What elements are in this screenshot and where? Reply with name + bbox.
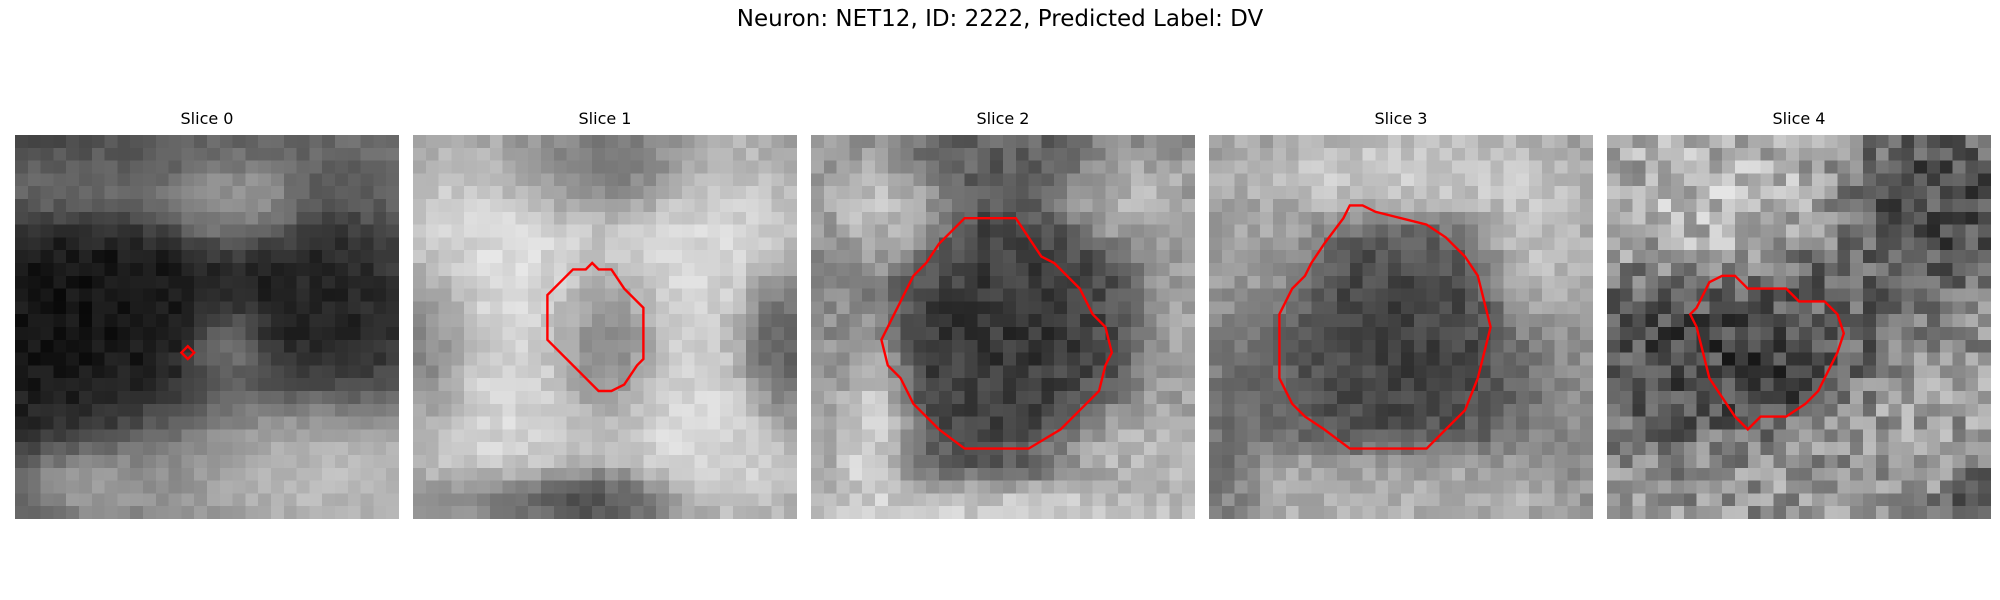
slice-svg	[15, 135, 399, 519]
slice-svg	[1607, 135, 1991, 519]
slice-title: Slice 0	[180, 109, 234, 128]
slice-panel-4: Slice 4	[1607, 108, 1991, 519]
slice-image	[15, 135, 399, 519]
roi-contour	[1278, 204, 1492, 450]
slice-image	[1607, 135, 1991, 519]
slice-panel-2: Slice 2	[811, 108, 1195, 519]
roi-contour	[1688, 274, 1846, 432]
pixel-grid	[1209, 135, 1593, 519]
slice-title: Slice 2	[976, 109, 1030, 128]
slice-title: Slice 3	[1374, 109, 1428, 128]
slice-image	[811, 135, 1195, 519]
pixel-grid	[15, 135, 399, 519]
roi-contour	[546, 261, 645, 393]
figure-title: Neuron: NET12, ID: 2222, Predicted Label…	[736, 6, 1264, 32]
slice-panel-3: Slice 3	[1209, 108, 1593, 519]
slice-svg	[811, 135, 1195, 519]
slice-svg	[1209, 135, 1593, 519]
slice-title: Slice 1	[578, 109, 632, 128]
roi-contour	[179, 344, 196, 361]
slice-image	[1209, 135, 1593, 519]
slice-svg	[413, 135, 797, 519]
slice-image	[413, 135, 797, 519]
slice-panel-0: Slice 0	[15, 108, 399, 519]
roi-contour	[880, 216, 1114, 450]
pixel-grid	[811, 135, 1195, 519]
pixel-grid	[413, 135, 797, 519]
pixel-grid	[1607, 135, 1991, 519]
slice-panel-1: Slice 1	[413, 108, 797, 519]
slice-title: Slice 4	[1772, 109, 1826, 128]
